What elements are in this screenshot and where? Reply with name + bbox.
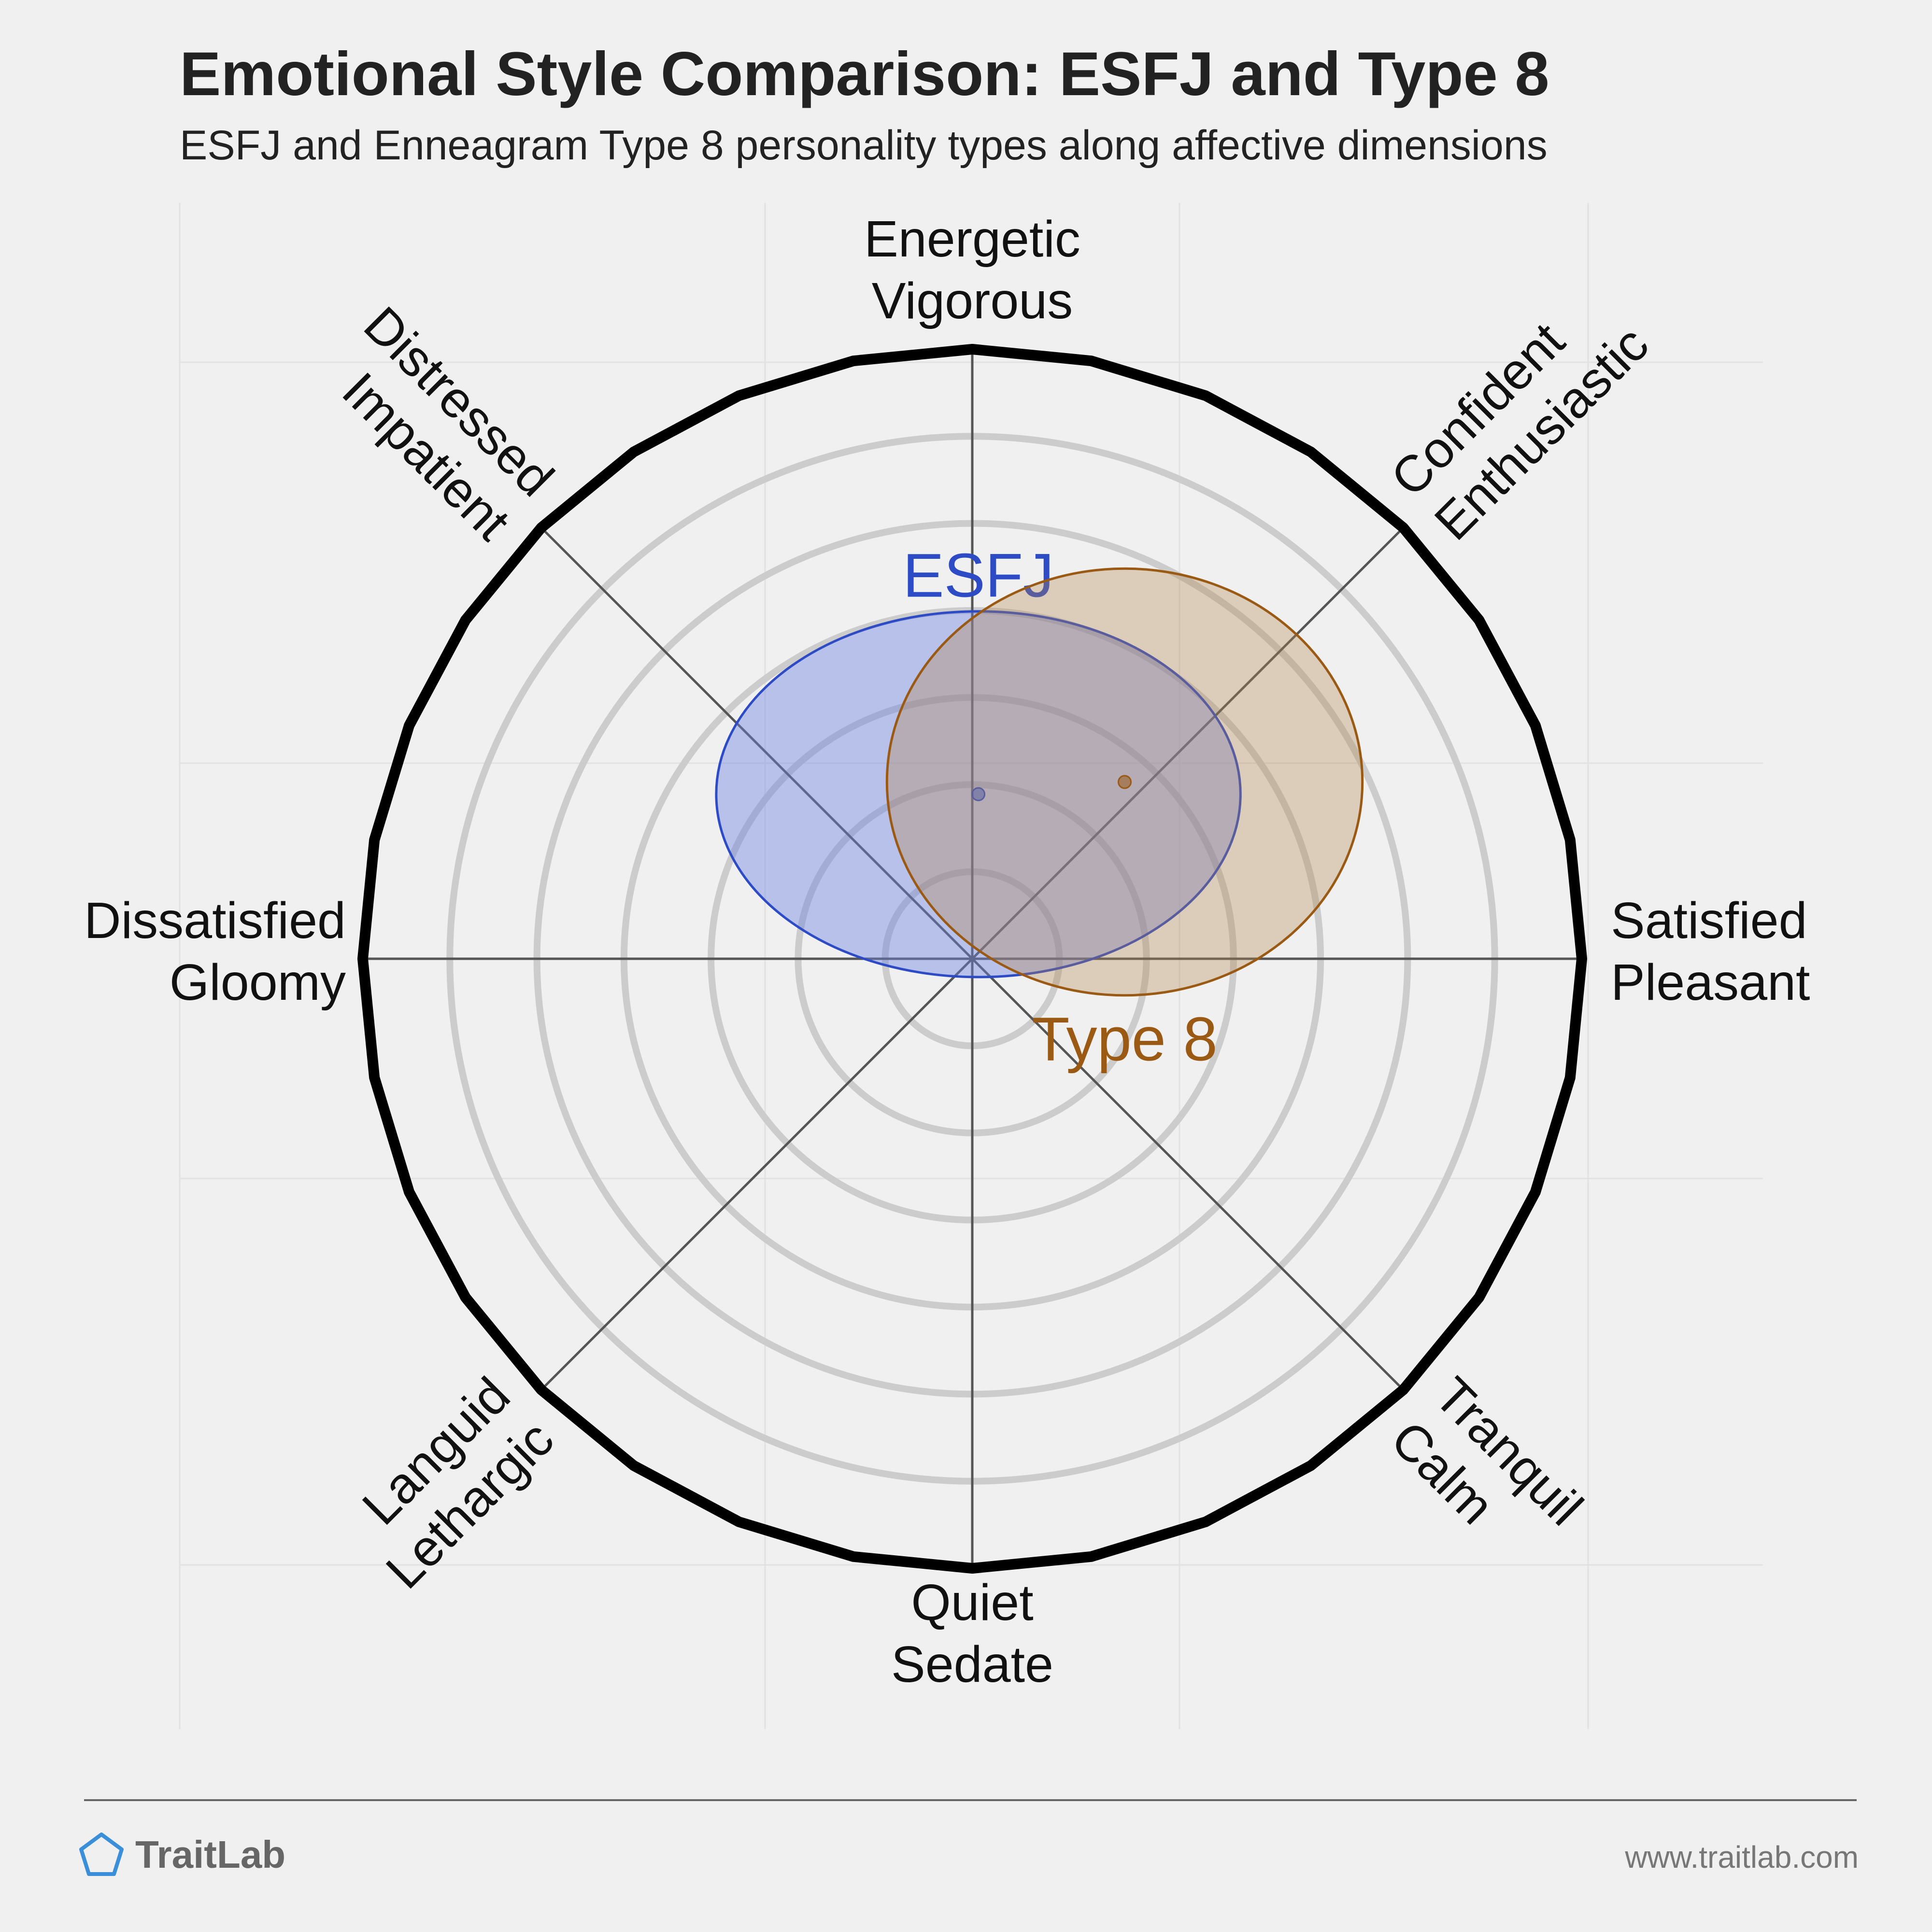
axis-label-line-satisfied: Satisfied (1611, 892, 1807, 949)
series-point-type-8 (1118, 775, 1132, 789)
axis-label-line-pleasant: Pleasant (1611, 954, 1810, 1011)
chart-title: Emotional Style Comparison: ESFJ and Typ… (180, 40, 1549, 109)
outer-boundary (357, 344, 1587, 1574)
series-point-esfj (971, 787, 986, 801)
chart-subtitle: ESFJ and Enneagram Type 8 personality ty… (180, 122, 1548, 169)
series-label-esfj: ESFJ (903, 541, 1054, 611)
site-url: www.traitlab.com (1625, 1840, 1859, 1875)
axis-label-line-quiet: Quiet (911, 1574, 1033, 1631)
brand-name: TraitLab (135, 1833, 286, 1876)
axis-label-line-vigorous: Vigorous (872, 272, 1073, 329)
brand-logo: TraitLab (77, 1831, 285, 1879)
footer-divider (84, 1799, 1857, 1801)
pentagon-icon (79, 1833, 124, 1876)
axis-label-line-dissatisfied: Dissatisfied (84, 892, 346, 949)
axis-spoke-3 (540, 526, 1405, 1391)
axis-label-line-sedate: Sedate (891, 1636, 1053, 1693)
axis-label-line-energetic: Energetic (864, 211, 1080, 268)
axis-label-line-gloomy: Gloomy (170, 954, 346, 1011)
series-label-type-8: Type 8 (1032, 1005, 1217, 1074)
